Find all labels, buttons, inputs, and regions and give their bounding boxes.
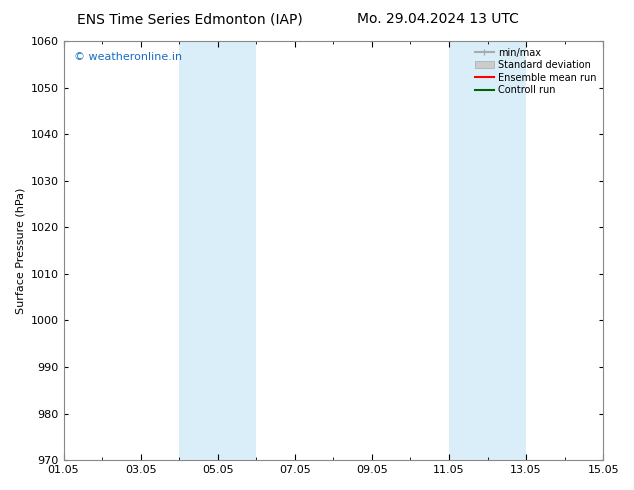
Bar [179,41,256,460]
Text: Mo. 29.04.2024 13 UTC: Mo. 29.04.2024 13 UTC [356,12,519,26]
Text: © weatheronline.in: © weatheronline.in [74,51,183,62]
Text: ENS Time Series Edmonton (IAP): ENS Time Series Edmonton (IAP) [77,12,303,26]
Y-axis label: Surface Pressure (hPa): Surface Pressure (hPa) [15,187,25,314]
Legend: min/max, Standard deviation, Ensemble mean run, Controll run: min/max, Standard deviation, Ensemble me… [472,46,598,97]
Bar [449,41,526,460]
